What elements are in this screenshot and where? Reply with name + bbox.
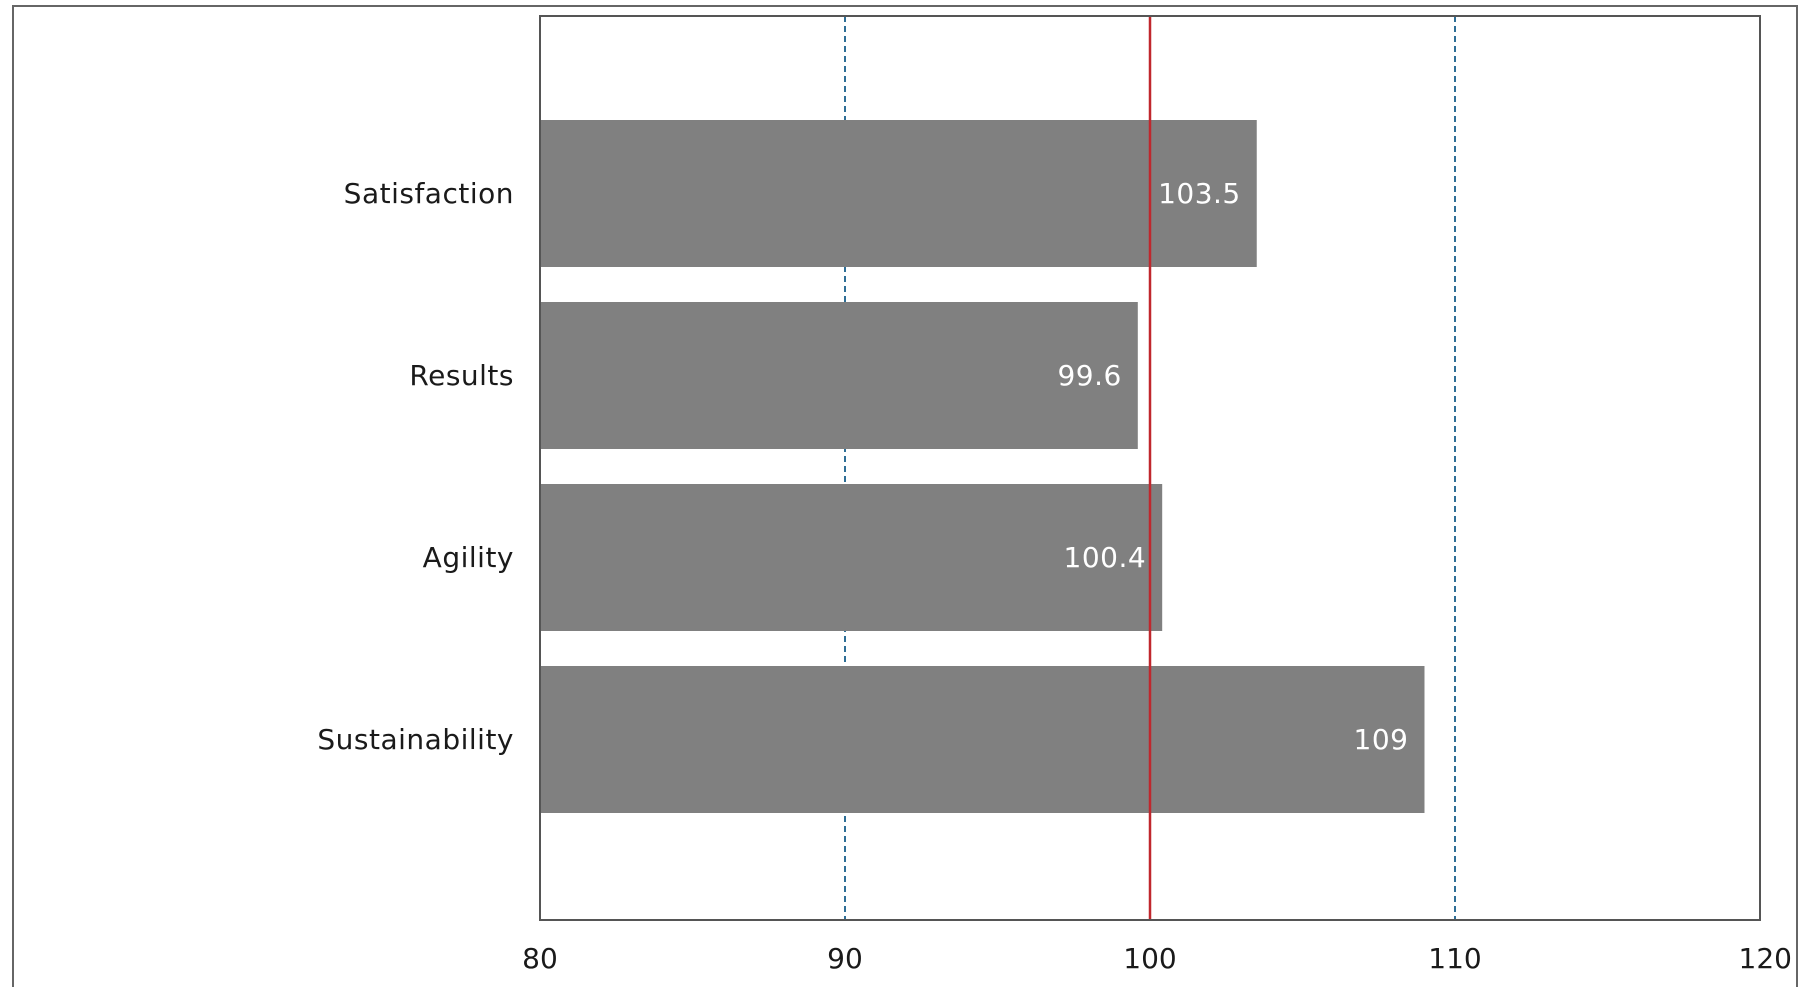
x-tick-label-120: 120 — [1739, 942, 1792, 975]
plot-area-frame — [539, 15, 1761, 921]
data-label-results: 99.6 — [1057, 359, 1121, 392]
category-label-sustainability: Sustainability — [317, 723, 514, 756]
labels-group: Satisfaction 103.5 Results 99.6 Agility 100.4… — [317, 177, 1408, 756]
category-label-satisfaction: Satisfaction — [344, 177, 514, 210]
category-label-agility: Agility — [423, 541, 514, 574]
x-tick-label-80: 80 — [522, 942, 558, 975]
data-label-sustainability: 109 — [1354, 723, 1409, 756]
category-label-results: Results — [409, 359, 514, 392]
x-tick-label-90: 90 — [827, 942, 863, 975]
bar-satisfaction — [540, 120, 1257, 267]
bar-results — [540, 302, 1138, 449]
bar-agility — [540, 484, 1163, 631]
data-label-satisfaction: 103.5 — [1158, 177, 1241, 210]
x-tick-label-100: 100 — [1123, 942, 1176, 975]
plot-frame-group — [539, 15, 1761, 921]
bar-sustainability — [540, 666, 1425, 813]
bars-group — [540, 120, 1425, 813]
x-axis-ticks-group: 80 90 100 110 120 — [522, 942, 1792, 975]
x-tick-label-110: 110 — [1428, 942, 1481, 975]
data-label-agility: 100.4 — [1064, 541, 1147, 574]
